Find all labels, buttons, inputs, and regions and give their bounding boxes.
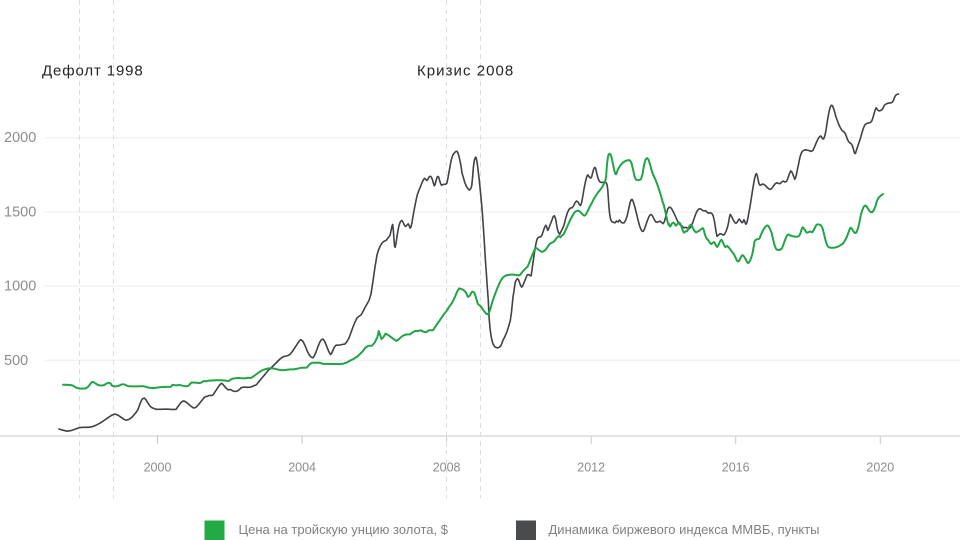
svg-text:2004: 2004	[288, 461, 316, 475]
svg-text:1500: 1500	[4, 204, 36, 220]
svg-text:Динамика биржевого индекса ММВ: Динамика биржевого индекса ММВБ, пункты	[549, 522, 820, 537]
svg-text:Цена на тройскую унцию золота,: Цена на тройскую унцию золота, $	[239, 522, 449, 537]
svg-text:2020: 2020	[866, 461, 894, 475]
svg-text:2000: 2000	[4, 130, 36, 146]
svg-text:1000: 1000	[4, 279, 36, 295]
svg-text:Дефолт 1998: Дефолт 1998	[42, 63, 144, 80]
svg-text:2000: 2000	[144, 461, 172, 475]
svg-text:Кризис 2008: Кризис 2008	[417, 63, 514, 80]
svg-text:2012: 2012	[577, 461, 605, 475]
svg-text:500: 500	[4, 353, 28, 369]
svg-text:2016: 2016	[722, 461, 750, 475]
svg-text:2008: 2008	[433, 461, 461, 475]
